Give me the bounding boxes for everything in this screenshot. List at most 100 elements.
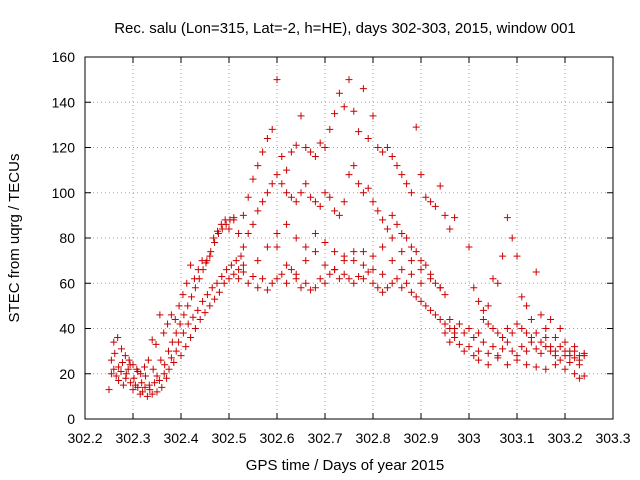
data-point: [307, 148, 315, 156]
data-point: [398, 266, 406, 274]
data-point: [239, 211, 247, 219]
data-point: [374, 207, 382, 215]
data-point: [575, 352, 583, 360]
data-point: [398, 284, 406, 292]
data-point: [194, 266, 202, 274]
data-point: [273, 243, 281, 251]
data-point: [287, 266, 295, 274]
data-point: [297, 189, 305, 197]
data-point: [311, 153, 319, 161]
x-tick-label: 302.5: [211, 430, 246, 446]
data-point: [379, 243, 387, 251]
data-point: [133, 365, 141, 373]
x-tick-label: 303.1: [499, 430, 534, 446]
data-point: [355, 272, 363, 280]
data-point: [345, 275, 353, 283]
data-point: [211, 295, 219, 303]
data-point: [551, 361, 559, 369]
data-point: [398, 171, 406, 179]
x-tick-label: 302.3: [115, 430, 150, 446]
data-point: [124, 365, 132, 373]
data-point: [532, 268, 540, 276]
data-point: [311, 229, 319, 237]
data-point: [455, 320, 463, 328]
data-point: [345, 171, 353, 179]
data-point: [297, 112, 305, 120]
data-point: [161, 361, 169, 369]
data-point: [273, 76, 281, 84]
data-point: [335, 89, 343, 97]
data-point: [407, 288, 415, 296]
data-point: [153, 388, 161, 396]
data-point: [470, 334, 478, 342]
data-point: [105, 386, 113, 394]
data-point: [201, 309, 209, 317]
data-point: [580, 349, 588, 357]
data-point: [499, 334, 507, 342]
data-point: [129, 361, 137, 369]
data-point: [283, 279, 291, 287]
data-point: [532, 363, 540, 371]
data-point: [537, 338, 545, 346]
data-point: [302, 144, 310, 151]
data-point: [556, 325, 564, 332]
data-point: [213, 279, 221, 287]
data-point: [167, 354, 175, 362]
data-point: [177, 352, 185, 360]
data-point: [239, 261, 247, 269]
data-point: [417, 266, 425, 274]
data-point: [580, 372, 588, 380]
data-point: [484, 361, 492, 369]
data-point: [537, 349, 545, 357]
data-point: [121, 352, 129, 360]
data-point: [431, 311, 439, 319]
data-point: [278, 153, 286, 161]
data-point: [283, 166, 291, 174]
data-point: [489, 275, 497, 283]
data-point: [369, 112, 377, 120]
data-point: [287, 193, 295, 201]
data-point: [436, 182, 444, 190]
data-point: [164, 320, 172, 328]
data-point: [235, 266, 243, 274]
data-point: [244, 193, 252, 201]
data-point: [179, 291, 187, 299]
data-point: [213, 227, 221, 235]
data-point: [321, 261, 329, 269]
data-point: [571, 370, 579, 378]
y-tick-label: 0: [67, 411, 75, 427]
data-point: [184, 302, 192, 310]
data-point: [254, 284, 262, 292]
data-point: [130, 374, 138, 382]
data-point: [527, 334, 535, 342]
data-point: [547, 343, 555, 351]
data-point: [475, 347, 483, 355]
data-point: [189, 313, 197, 321]
data-point: [225, 275, 233, 283]
data-point: [465, 243, 473, 251]
data-point: [175, 338, 183, 346]
data-point: [355, 128, 363, 136]
x-tick-label: 302.8: [355, 430, 390, 446]
data-point: [180, 311, 188, 319]
data-point: [369, 266, 377, 274]
data-point: [475, 356, 483, 364]
data-point: [172, 329, 180, 337]
data-point: [513, 252, 521, 260]
data-point: [292, 198, 300, 206]
data-point: [311, 284, 319, 292]
x-tick-label: 303.2: [547, 430, 582, 446]
x-tick-label: 302.7: [307, 430, 342, 446]
data-point: [175, 302, 183, 310]
data-point: [388, 153, 396, 161]
data-point: [571, 354, 579, 362]
data-point: [191, 325, 199, 332]
data-point: [187, 261, 195, 269]
data-point: [148, 336, 156, 344]
data-point: [218, 272, 226, 280]
data-point: [292, 234, 300, 242]
data-point: [345, 76, 353, 84]
data-point: [393, 162, 401, 170]
x-tick-label: 303.3: [595, 430, 630, 446]
